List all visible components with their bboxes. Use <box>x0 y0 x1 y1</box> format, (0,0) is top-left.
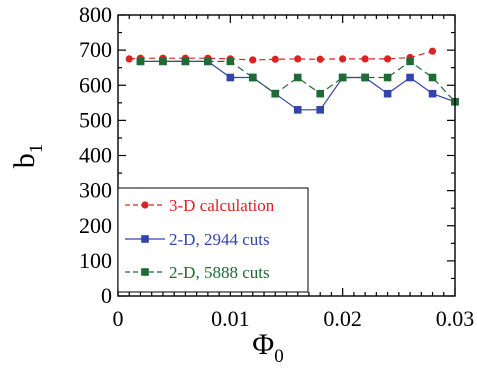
x-tick-label: 0.01 <box>211 306 250 331</box>
data-point <box>316 106 324 114</box>
data-point <box>316 55 324 63</box>
data-point <box>181 57 190 66</box>
data-point <box>428 73 437 82</box>
data-point <box>384 55 392 63</box>
data-point <box>226 73 235 82</box>
data-point <box>316 89 324 98</box>
x-tick-label: 0.03 <box>436 306 475 331</box>
data-point <box>226 57 235 66</box>
y-tick-label: 700 <box>79 37 112 62</box>
data-point <box>293 73 302 82</box>
x-tick-label: 0 <box>113 306 124 331</box>
y-tick-label: 600 <box>79 72 112 97</box>
x-axis-title-sub: 0 <box>274 346 284 367</box>
y-axis-title: b1 <box>8 144 47 169</box>
data-point <box>361 73 369 82</box>
legend-entry-2: 2-D, 2944 cuts <box>125 230 270 249</box>
x-axis-title-main: Φ <box>252 328 274 361</box>
data-point <box>271 89 280 98</box>
data-point <box>293 106 302 114</box>
data-point <box>249 73 257 82</box>
data-point <box>406 73 414 82</box>
data-point <box>136 57 145 66</box>
series-3 <box>136 57 459 106</box>
data-point <box>204 57 212 66</box>
data-point <box>339 55 347 63</box>
y-tick-label: 100 <box>79 248 112 273</box>
legend: 3-D calculation 2-D, 2944 cuts 2-D, 5888 c… <box>117 187 309 293</box>
data-point <box>428 47 437 55</box>
legend-entry-3: 2-D, 5888 cuts <box>125 263 270 282</box>
legend-label: 2-D, 5888 cuts <box>169 263 270 282</box>
data-point <box>294 55 302 63</box>
data-point <box>159 57 167 66</box>
legend-label: 3-D calculation <box>169 196 275 215</box>
y-axis-title-sub: 1 <box>26 144 47 154</box>
legend-marker <box>141 235 149 243</box>
data-point <box>338 73 347 82</box>
series-line <box>129 50 433 61</box>
y-axis-title-text: b1 <box>8 144 47 169</box>
y-axis-title-main: b <box>8 153 41 168</box>
y-tick-label: 300 <box>79 178 112 203</box>
x-tick-label: 0.02 <box>323 306 362 331</box>
series-layer <box>125 47 459 114</box>
data-point <box>271 55 279 63</box>
y-tick-label: 200 <box>79 213 112 238</box>
y-tick-label: 500 <box>79 107 112 132</box>
data-point <box>125 55 133 63</box>
data-point <box>383 73 392 82</box>
data-point <box>428 89 437 98</box>
tick-labels: 0 100 200 300 400 500 600 700 800 0 0.01 0.02 0.03 <box>79 2 474 331</box>
data-point <box>406 57 414 66</box>
x-axis-title: Φ0 <box>252 328 283 367</box>
data-point <box>361 55 369 63</box>
legend-marker <box>141 268 149 276</box>
legend-label: 2-D, 2944 cuts <box>169 230 270 249</box>
y-tick-label: 400 <box>79 143 112 168</box>
legend-entry-1: 3-D calculation <box>125 196 275 215</box>
y-tick-label: 800 <box>79 2 112 27</box>
data-point <box>383 89 392 98</box>
plot-frame <box>117 14 456 297</box>
y-tick-label: 0 <box>101 283 112 308</box>
data-point <box>249 56 257 64</box>
series-line <box>140 60 456 103</box>
legend-marker <box>141 201 149 209</box>
